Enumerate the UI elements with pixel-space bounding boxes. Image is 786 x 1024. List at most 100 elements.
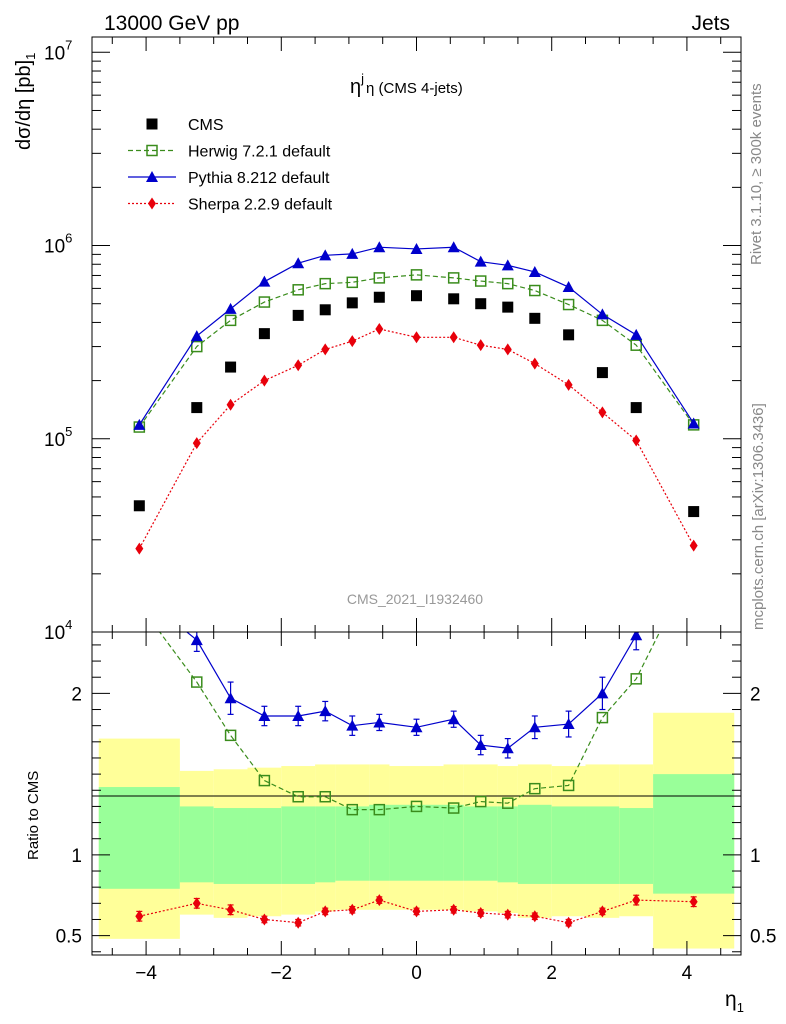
main-point-cms: [319, 304, 331, 316]
ratio-point-herwig: [258, 774, 271, 787]
ratio-point-sherpa: [689, 895, 698, 908]
main-point-sherpa: [192, 437, 201, 450]
ratio-y-tick-label-right: 0.5: [750, 927, 776, 948]
main-point-cms: [346, 297, 358, 309]
ratio-point-herwig: [134, 600, 144, 610]
ratio-line-sherpa: [139, 899, 694, 924]
ratio-point-herwig: [502, 797, 514, 809]
main-point-herwig: [529, 284, 541, 297]
ratio-y-tick-label: 2: [71, 684, 82, 705]
main-point-sherpa: [375, 322, 384, 335]
x-tick-labels: −4 −2 0 2 4: [135, 963, 692, 984]
ratio-band-inner: [497, 806, 518, 883]
legend-marker-cms: [146, 118, 158, 130]
main-point-sherpa: [260, 374, 269, 387]
ratio-point-herwig: [319, 790, 331, 803]
header-left: 13000 GeV pp: [104, 12, 239, 35]
ratio-point-herwig: [292, 790, 304, 803]
main-point-cms: [630, 402, 642, 414]
main-y-axis-label: dσ/dη [pb]1: [13, 53, 38, 150]
ratio-y-tick-labels: 0.5 0.5 1 1 2 2: [56, 684, 777, 947]
main-point-pythia: [292, 257, 305, 269]
ratio-bands: [98, 712, 735, 949]
legend-label-pythia: Pythia 8.212 default: [188, 170, 330, 187]
main-line-herwig: [138, 274, 695, 428]
ratio-line-herwig: [158, 632, 661, 811]
ratio-point-herwig: [191, 676, 203, 688]
ratio-point-herwig: [447, 802, 460, 814]
ratio-point-sherpa: [348, 903, 357, 916]
watermark: CMS_2021_I1932460: [347, 591, 483, 607]
ratio-point-herwig: [596, 711, 609, 724]
main-point-sherpa: [135, 542, 144, 555]
main-point-herwig: [346, 276, 359, 289]
main-point-herwig: [191, 340, 203, 353]
main-point-pythia: [447, 241, 460, 253]
main-point-sherpa: [598, 406, 607, 419]
x-tick-label: −4: [135, 963, 157, 984]
main-point-pythia: [373, 241, 386, 253]
legend-label-herwig: Herwig 7.2.1 default: [188, 144, 331, 161]
ratio-band-inner: [517, 804, 552, 884]
ratio-point-sherpa: [375, 894, 384, 907]
main-point-herwig: [410, 269, 423, 281]
main-y-tick-label: 105: [44, 424, 72, 451]
main-point-pythia: [596, 308, 609, 320]
ratio-point-sherpa: [321, 905, 330, 918]
main-point-pythia: [501, 259, 514, 271]
ratio-y-tick-label: 1: [71, 846, 82, 867]
ratio-band-inner: [179, 806, 214, 883]
ratio-point-sherpa: [226, 903, 235, 916]
ratio-band-inner: [247, 808, 282, 884]
ratio-point-sherpa: [294, 916, 303, 929]
main-point-sherpa: [226, 398, 235, 411]
ratio-point-pythia: [596, 687, 609, 699]
ratio-point-pythia: [190, 634, 203, 646]
ratio-ticks: [92, 632, 741, 955]
ratio-point-herwig: [529, 782, 541, 795]
main-point-cms: [448, 293, 460, 305]
ratio-point-pythia: [410, 721, 423, 733]
ratio-point-herwig: [474, 795, 487, 808]
main-point-herwig: [373, 272, 386, 284]
main-point-pythia: [528, 265, 541, 277]
main-point-sherpa: [412, 331, 421, 344]
main-series-layer: [133, 241, 700, 555]
main-ticks: [92, 37, 741, 633]
ratio-y-tick-label: 0.5: [56, 927, 82, 948]
main-point-cms: [292, 309, 304, 321]
ratio-point-pythia: [447, 713, 460, 725]
legend-label-sherpa: Sherpa 2.2.9 default: [188, 197, 333, 214]
ratio-point-herwig: [346, 803, 359, 816]
ratio-band-inner: [315, 806, 336, 883]
main-point-herwig: [319, 277, 331, 290]
ratio-point-pythia: [373, 716, 386, 728]
main-point-cms: [225, 361, 237, 373]
main-point-sherpa: [321, 343, 330, 356]
chart-title: ηjη (CMS 4-jets): [350, 71, 463, 98]
ratio-point-herwig: [410, 800, 423, 813]
ratio-point-pythia: [319, 705, 332, 717]
legend-marker-herwig: [146, 144, 158, 157]
ratio-band-inner: [619, 808, 654, 884]
main-point-sherpa: [689, 539, 698, 552]
ratio-point-sherpa: [530, 910, 539, 923]
main-point-cms: [258, 328, 270, 340]
ratio-band-inner: [335, 806, 370, 881]
main-point-sherpa: [564, 378, 573, 391]
ratio-point-sherpa: [476, 907, 485, 920]
main-y-tick-label: 107: [44, 37, 72, 64]
main-point-sherpa: [294, 359, 303, 372]
legend: CMS Herwig 7.2.1 default Pythia 8.212 defa…: [128, 117, 333, 214]
ratio-point-herwig: [689, 559, 699, 569]
main-point-sherpa: [632, 434, 641, 447]
ratio-band-inner: [551, 806, 586, 884]
mcplots-label: mcplots.cern.ch [arXiv:1306.3436]: [750, 403, 767, 630]
ratio-band-inner: [585, 806, 620, 884]
ratio-band-inner: [443, 804, 464, 881]
main-point-pythia: [190, 330, 203, 342]
main-point-pythia: [410, 242, 423, 254]
ratio-point-herwig: [373, 803, 386, 816]
x-tick-label: 2: [546, 963, 557, 984]
